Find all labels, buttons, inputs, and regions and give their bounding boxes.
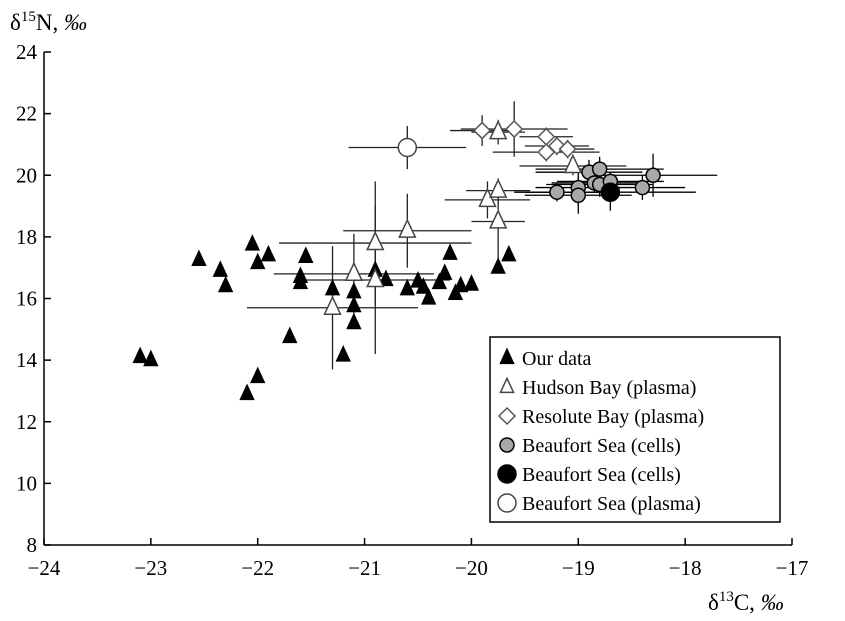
data-point-series-2 bbox=[558, 139, 577, 159]
x-tick-label: −22 bbox=[241, 556, 274, 580]
data-point-series-1 bbox=[488, 178, 508, 198]
error-bars bbox=[247, 101, 718, 370]
legend-marker-5 bbox=[497, 493, 517, 513]
data-point-series-0 bbox=[292, 272, 309, 290]
data-point-series-0 bbox=[501, 244, 517, 262]
data-point-series-0 bbox=[282, 326, 298, 344]
data-point-series-0 bbox=[463, 274, 480, 291]
data-point-series-0 bbox=[191, 249, 207, 267]
data-point-series-0 bbox=[324, 278, 341, 296]
legend-label: Hudson Bay (plasma) bbox=[522, 377, 696, 399]
data-point-series-0 bbox=[132, 346, 148, 364]
x-tick-label: −21 bbox=[348, 556, 381, 580]
data-point-series-3 bbox=[591, 161, 608, 177]
legend-marker-3 bbox=[499, 437, 515, 453]
y-tick-label: 24 bbox=[16, 40, 38, 64]
y-tick-label: 22 bbox=[16, 102, 37, 126]
y-axis-title: δ15N, ‰ bbox=[10, 9, 87, 35]
data-point-series-0 bbox=[346, 295, 362, 313]
data-point-series-0 bbox=[490, 257, 506, 274]
data-markers bbox=[132, 119, 661, 401]
data-point-series-0 bbox=[415, 277, 432, 294]
data-point-series-0 bbox=[217, 275, 234, 293]
data-point-series-1 bbox=[366, 267, 385, 288]
y-tick-label: 10 bbox=[16, 471, 37, 495]
data-point-series-0 bbox=[431, 272, 448, 290]
y-tick-label: 18 bbox=[16, 225, 37, 249]
y-tick-label: 8 bbox=[27, 533, 38, 557]
data-point-series-0 bbox=[298, 246, 314, 263]
data-point-series-1 bbox=[344, 261, 364, 282]
data-point-series-3 bbox=[634, 179, 651, 196]
legend-label: Resolute Bay (plasma) bbox=[522, 406, 704, 428]
legend: Our data Hudson Bay (plasma) Resolute Bay … bbox=[489, 336, 781, 523]
y-tick-label: 12 bbox=[16, 410, 37, 434]
data-point-series-0 bbox=[453, 275, 469, 293]
data-point-series-0 bbox=[244, 234, 261, 251]
data-point-series-3 bbox=[549, 184, 565, 200]
y-tick-label: 16 bbox=[16, 287, 37, 311]
data-point-series-0 bbox=[442, 243, 458, 260]
legend-marker-2 bbox=[497, 406, 517, 426]
x-tick-label: −23 bbox=[134, 556, 167, 580]
y-tick-label: 14 bbox=[16, 348, 38, 372]
data-point-series-1 bbox=[563, 153, 583, 174]
data-point-series-1 bbox=[323, 295, 342, 315]
x-axis-ticks: −24 −23 −22 −21 −20 −19 −18 −17 bbox=[28, 538, 809, 580]
legend-marker-0 bbox=[499, 347, 515, 365]
data-point-series-1 bbox=[366, 230, 385, 251]
data-point-series-0 bbox=[143, 349, 159, 367]
legend-label: Beaufort Sea (plasma) bbox=[522, 493, 701, 515]
data-point-series-0 bbox=[346, 312, 362, 330]
data-point-series-0 bbox=[260, 244, 277, 262]
x-axis-title: δ13C, ‰ bbox=[708, 589, 784, 615]
data-point-series-0 bbox=[335, 345, 351, 362]
data-point-series-5 bbox=[397, 137, 418, 158]
data-point-series-3 bbox=[570, 187, 587, 204]
data-point-series-1 bbox=[488, 209, 508, 229]
data-point-series-0 bbox=[378, 269, 394, 287]
data-point-series-0 bbox=[212, 260, 228, 277]
data-point-series-4 bbox=[600, 182, 621, 202]
y-tick-label: 20 bbox=[16, 163, 37, 187]
data-point-series-2 bbox=[505, 119, 524, 139]
data-point-series-1 bbox=[488, 119, 508, 140]
legend-label: Beaufort Sea (cells) bbox=[522, 435, 681, 457]
legend-marker-4 bbox=[497, 464, 517, 484]
x-tick-label: −24 bbox=[28, 556, 61, 580]
data-point-series-2 bbox=[473, 121, 492, 140]
legend-box bbox=[489, 336, 781, 523]
x-tick-label: −20 bbox=[455, 556, 488, 580]
y-axis-ticks: 8 10 12 14 16 18 20 22 24 bbox=[16, 40, 51, 557]
x-tick-label: −18 bbox=[669, 556, 702, 580]
data-point-series-0 bbox=[437, 263, 453, 280]
data-point-series-3 bbox=[645, 167, 661, 183]
x-tick-label: −17 bbox=[776, 556, 809, 580]
data-point-series-0 bbox=[239, 383, 255, 401]
data-point-series-0 bbox=[346, 281, 362, 299]
x-tick-label: −19 bbox=[562, 556, 595, 580]
legend-label: Beaufort Sea (cells) bbox=[522, 464, 681, 486]
data-point-series-1 bbox=[398, 218, 417, 238]
data-point-series-0 bbox=[250, 366, 266, 384]
legend-marker-1 bbox=[499, 376, 515, 394]
data-point-series-0 bbox=[421, 288, 437, 305]
legend-label: Our data bbox=[522, 348, 592, 370]
